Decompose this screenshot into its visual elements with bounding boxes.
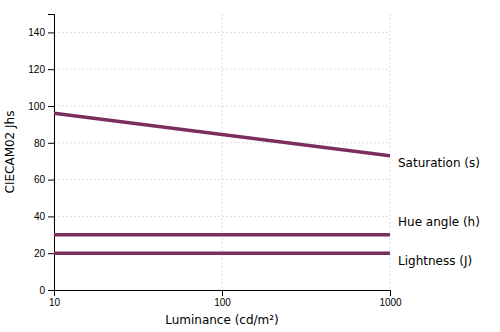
lines: [54, 113, 390, 253]
tick-mark: [48, 69, 54, 70]
tick-label: 0: [39, 285, 45, 296]
tick-mark: [48, 216, 54, 217]
tick-label: 40: [34, 211, 46, 222]
y-axis-title: CIECAM02 Jhs: [3, 111, 17, 194]
tick-mark: [48, 290, 54, 291]
tick: 1000: [379, 290, 402, 308]
tick-mark: [222, 290, 223, 296]
tick: 100: [28, 101, 54, 112]
series-line: [54, 233, 390, 237]
x-axis: 10 100 1000: [49, 290, 402, 308]
plot: 10 100 1000 0 20 40 60 80 100 120 140 Saturation (s…: [28, 14, 480, 308]
grid-line: [54, 69, 390, 70]
series-label: Lightness (J): [398, 254, 472, 268]
tick-label: 100: [214, 297, 231, 308]
tick-label: 140: [28, 27, 45, 38]
tick: 20: [34, 248, 54, 259]
grid-line: [390, 14, 391, 290]
y-axis: 0 20 40 60 80 100 120 140: [28, 15, 54, 296]
tick: 100: [214, 290, 231, 308]
grid-line: [54, 216, 390, 217]
tick-label: 100: [28, 101, 45, 112]
grid-line: [222, 14, 223, 290]
grid-line: [54, 32, 390, 33]
chart: 10 100 1000 0 20 40 60 80 100 120 140 Saturation (s…: [0, 0, 500, 332]
end-labels: Saturation (s) Hue angle (h) Lightness (J): [398, 156, 480, 268]
series-label: Saturation (s): [398, 156, 480, 170]
tick: 40: [34, 211, 54, 222]
tick-label: 10: [49, 297, 61, 308]
tick-mark: [48, 106, 54, 107]
series-label: Hue angle (h): [398, 215, 480, 229]
tick-label: 60: [34, 174, 46, 185]
tick-mark: [48, 253, 54, 254]
tick-label: 80: [34, 138, 46, 149]
tick: 120: [28, 64, 54, 75]
tick: 10: [49, 290, 61, 308]
x-axis-title: Luminance (cd/m²): [165, 313, 279, 327]
tick-label: 1000: [379, 297, 402, 308]
series-line: [54, 113, 390, 155]
tick-mark: [390, 290, 391, 296]
grid-line: [54, 253, 390, 254]
axis-line: [48, 15, 55, 291]
tick-label: 20: [34, 248, 46, 259]
tick: 0: [39, 285, 54, 296]
tick: 80: [34, 138, 54, 149]
axis-line: [55, 291, 391, 297]
tick: 140: [28, 27, 54, 38]
tick-mark: [48, 180, 54, 181]
tick-mark: [48, 32, 54, 33]
tick-label: 120: [28, 64, 45, 75]
grid: [54, 14, 390, 290]
tick-mark: [48, 143, 54, 144]
tick: 60: [34, 174, 54, 185]
series-line: [54, 251, 390, 255]
